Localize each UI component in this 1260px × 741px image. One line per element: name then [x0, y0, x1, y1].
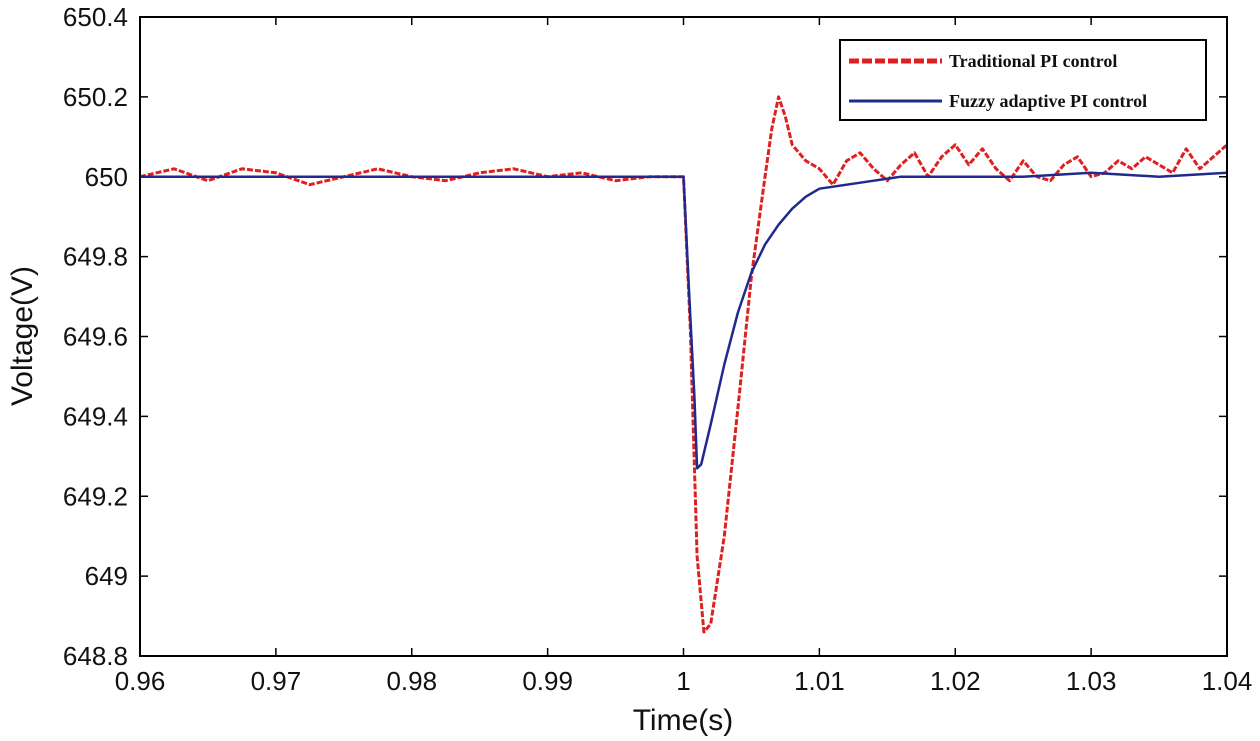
x-tick-label: 0.96 [115, 666, 166, 696]
series-lines [139, 95, 1228, 634]
legend-label-fuzzy-pi: Fuzzy adaptive PI control [949, 91, 1147, 111]
x-tick-label: 1.03 [1066, 666, 1117, 696]
series-line-fuzzy-pi [140, 171, 1228, 470]
y-tick-label: 650 [85, 162, 128, 192]
x-ticks: 0.96 0.97 0.98 0.99 1 1.01 1.02 1.03 1.04 [115, 17, 1253, 696]
legend-box [839, 39, 1207, 121]
y-tick-label: 649.2 [63, 481, 128, 511]
y-tick-label: 649.4 [63, 401, 128, 431]
series-line-traditional-pi [139, 95, 1228, 634]
legend-label-traditional-pi: Traditional PI control [949, 51, 1117, 71]
plot-frame [139, 16, 1228, 657]
y-axis-title: Voltage(V) [6, 266, 39, 406]
x-tick-label: 1 [676, 666, 690, 696]
x-tick-label: 1.01 [794, 666, 845, 696]
legend: Traditional PI control Fuzzy adaptive PI… [839, 39, 1207, 121]
x-tick-label: 0.98 [386, 666, 437, 696]
y-ticks: 648.8 649 649.2 649.4 649.6 649.8 650 650.2 650.… [63, 2, 1227, 671]
y-tick-label: 650.2 [63, 82, 128, 112]
x-tick-label: 0.97 [251, 666, 302, 696]
y-tick-label: 649.6 [63, 322, 128, 352]
x-tick-label: 0.99 [522, 666, 573, 696]
x-tick-label: 1.02 [930, 666, 981, 696]
y-tick-label: 650.4 [63, 2, 128, 32]
y-tick-label: 648.8 [63, 641, 128, 671]
y-tick-label: 649.8 [63, 242, 128, 272]
x-axis-title: Time(s) [633, 704, 734, 737]
x-tick-label: 1.04 [1202, 666, 1253, 696]
y-tick-label: 649 [85, 561, 128, 591]
